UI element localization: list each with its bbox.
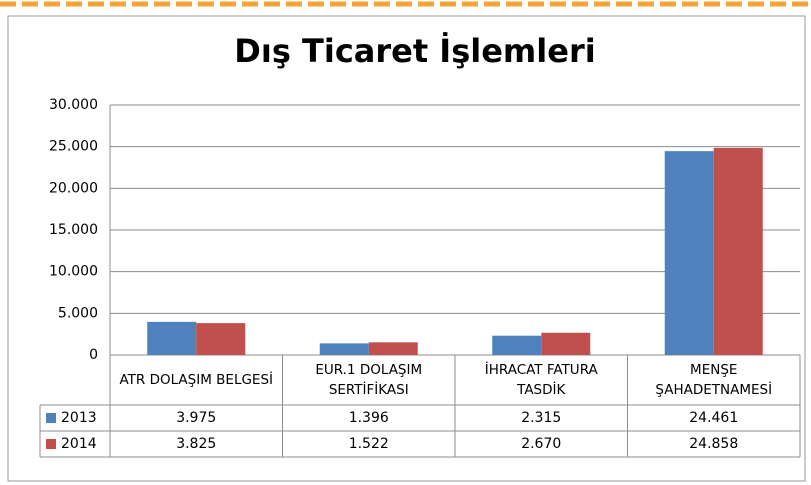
y-tick-label: 10.000: [49, 264, 98, 280]
y-tick-label: 25.000: [49, 139, 98, 155]
y-tick-label: 20.000: [49, 180, 98, 196]
chart-title: Dış Ticaret İşlemleri: [234, 32, 595, 70]
data-label: 3.825: [176, 436, 216, 452]
data-label: 1.522: [349, 436, 389, 452]
data-label: 24.858: [689, 436, 738, 452]
data-label: 2.315: [521, 410, 561, 426]
y-tick-label: 0: [89, 347, 98, 363]
data-label: 2.670: [521, 436, 561, 452]
x-tick-label: ATR DOLAŞIM BELGESİ: [119, 372, 274, 388]
y-tick-label: 30.000: [49, 97, 98, 113]
data-label: 1.396: [349, 410, 389, 426]
category-cell: EUR.1 DOLAŞIM SERTİFİKASI: [315, 362, 423, 398]
bar: [147, 321, 197, 355]
bar: [492, 335, 542, 355]
data-label: 24.461: [689, 410, 738, 426]
legend-label: 2014: [61, 436, 97, 452]
legend-label: 2013: [61, 410, 97, 426]
legend-swatch: [46, 439, 56, 449]
bar: [713, 147, 763, 355]
bar: [319, 343, 369, 355]
x-tick-label: MENŞE ŞAHADETNAMESİ: [655, 362, 773, 398]
category-cell: ATR DOLAŞIM BELGESİ: [119, 372, 274, 388]
x-tick-label: İHRACAT FATURA TASDİK: [484, 362, 598, 398]
legend-swatch: [46, 413, 56, 423]
y-tick-label: 5.000: [58, 305, 98, 321]
y-tick-label: 15.000: [49, 222, 98, 238]
data-label: 3.975: [176, 410, 216, 426]
bar: [196, 323, 246, 355]
bar: [541, 332, 591, 355]
category-cell: İHRACAT FATURA TASDİK: [484, 362, 598, 398]
category-cell: MENŞE ŞAHADETNAMESİ: [655, 362, 773, 398]
bar: [664, 151, 714, 355]
x-tick-label: EUR.1 DOLAŞIM SERTİFİKASI: [315, 362, 423, 398]
bar: [368, 342, 418, 355]
